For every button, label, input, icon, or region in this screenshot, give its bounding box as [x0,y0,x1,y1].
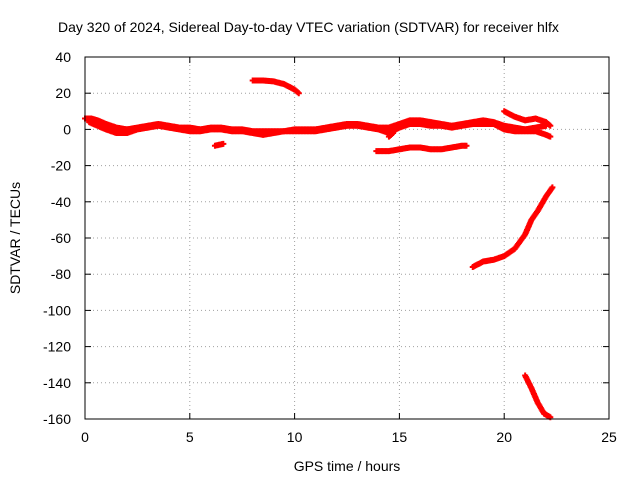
series-6 [373,142,470,155]
x-tick-label: 20 [496,429,512,445]
series-2 [86,119,554,140]
y-tick-label: 40 [55,49,71,65]
y-tick-label: -20 [51,158,71,174]
data-point [549,184,556,191]
y-axis-title: SDTVAR / TECUs [7,182,23,294]
series-8 [469,184,556,270]
series-3 [249,77,302,97]
y-tick-label: 20 [55,85,71,101]
x-tick-label: 5 [186,429,194,445]
y-tick-label: -140 [43,375,71,391]
y-tick-label: -120 [43,339,71,355]
series-4 [211,140,227,149]
x-axis-title: GPS time / hours [294,458,401,474]
data-point [220,140,227,147]
data-point [547,122,554,129]
series-5 [385,130,397,140]
y-tick-label: -100 [43,302,71,318]
x-tick-label: 10 [287,429,303,445]
data-layer [82,77,556,421]
data-point [390,130,397,137]
axis-ticks: 0 5 10 15 20 25 40 20 0 -20 -40 -60 -80 -100 -120 -140 -… [43,49,617,445]
y-tick-label: 0 [63,121,71,137]
y-tick-label: -160 [43,411,71,427]
data-point [463,142,470,149]
chart-title: Day 320 of 2024, Sidereal Day-to-day VTE… [58,19,559,35]
x-tick-label: 15 [392,429,408,445]
x-tick-label: 25 [601,429,617,445]
data-point [547,133,554,140]
y-tick-label: -80 [51,266,71,282]
series-7 [501,108,554,129]
series-9 [522,372,554,421]
y-tick-label: -40 [51,194,71,210]
x-tick-label: 0 [81,429,89,445]
y-tick-label: -60 [51,230,71,246]
data-point [295,90,302,97]
